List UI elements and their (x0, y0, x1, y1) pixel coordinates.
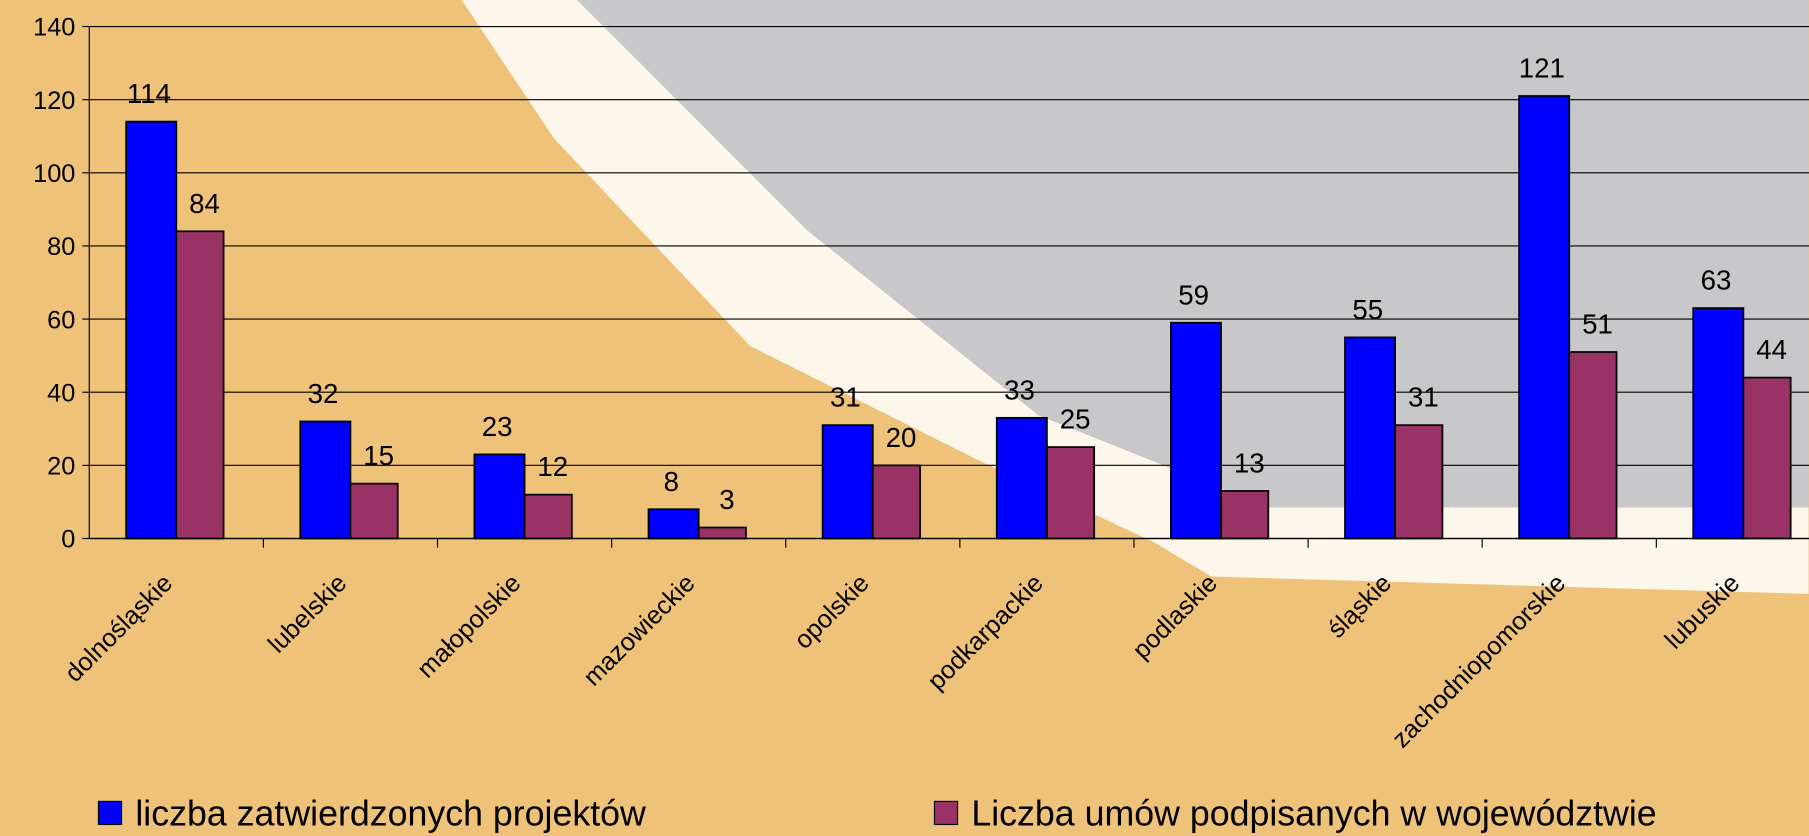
bar (1220, 490, 1270, 540)
legend-label: liczba zatwierdzonych projektów (135, 794, 646, 834)
legend-swatch (933, 800, 959, 826)
y-tick-label: 0 (61, 526, 75, 554)
bar (473, 453, 526, 540)
bar (995, 416, 1048, 540)
y-tick-label: 80 (47, 233, 75, 261)
bar (871, 464, 921, 540)
bar (697, 526, 747, 540)
x-tick-label: podkarpackie (922, 569, 1048, 695)
legend-label: Liczba umów podpisanych w województwie (971, 794, 1656, 834)
value-label: 55 (1352, 294, 1383, 325)
value-label: 121 (1519, 53, 1565, 84)
bar (1046, 446, 1096, 540)
value-label: 44 (1756, 334, 1787, 365)
bar (1568, 351, 1618, 540)
value-label: 51 (1582, 309, 1613, 340)
bar (349, 482, 399, 540)
value-label: 20 (886, 422, 917, 453)
value-label: 63 (1701, 265, 1732, 296)
value-label: 114 (127, 78, 171, 109)
x-tick-label: mazowieckie (578, 569, 700, 691)
y-tick-label: 20 (47, 453, 75, 481)
bar (299, 420, 352, 540)
x-tick-label: lubelskie (263, 569, 353, 659)
bar (1344, 336, 1397, 540)
bar (821, 424, 874, 540)
value-label: 84 (189, 188, 220, 219)
value-label: 12 (537, 451, 568, 482)
value-label: 3 (719, 484, 734, 515)
y-tick-label: 60 (47, 306, 75, 334)
bar (523, 493, 573, 540)
value-label: 31 (830, 382, 861, 413)
y-tick-label: 100 (33, 160, 75, 188)
value-label: 23 (482, 411, 513, 442)
bar (1742, 376, 1792, 540)
bar (125, 120, 178, 540)
x-tick-label: zachodniopomorskie (1387, 569, 1571, 753)
value-label: 33 (1004, 374, 1035, 405)
bar (1170, 321, 1222, 540)
value-label: 31 (1408, 382, 1439, 413)
value-label: 25 (1060, 404, 1091, 435)
bar (175, 230, 225, 540)
bar (1518, 95, 1571, 540)
x-tick-label: dolnośląskie (60, 569, 178, 687)
value-label: 59 (1178, 279, 1209, 310)
y-tick-label: 120 (33, 87, 75, 115)
value-label: 32 (308, 378, 339, 409)
x-tick-label: małopolskie (412, 569, 526, 683)
value-label: 13 (1234, 448, 1265, 479)
bar (647, 508, 700, 540)
bar (1394, 424, 1444, 540)
value-label: 15 (363, 440, 394, 471)
y-tick-label: 140 (33, 14, 75, 42)
y-tick-label: 40 (47, 379, 75, 407)
value-label: 8 (664, 466, 679, 497)
x-tick-label: opolskie (789, 569, 875, 655)
x-tick-label: podlaskie (1127, 569, 1223, 665)
background-stripe (461, 0, 1809, 594)
legend-swatch (97, 800, 123, 826)
background-gray (577, 0, 1809, 508)
bar (1692, 307, 1745, 540)
